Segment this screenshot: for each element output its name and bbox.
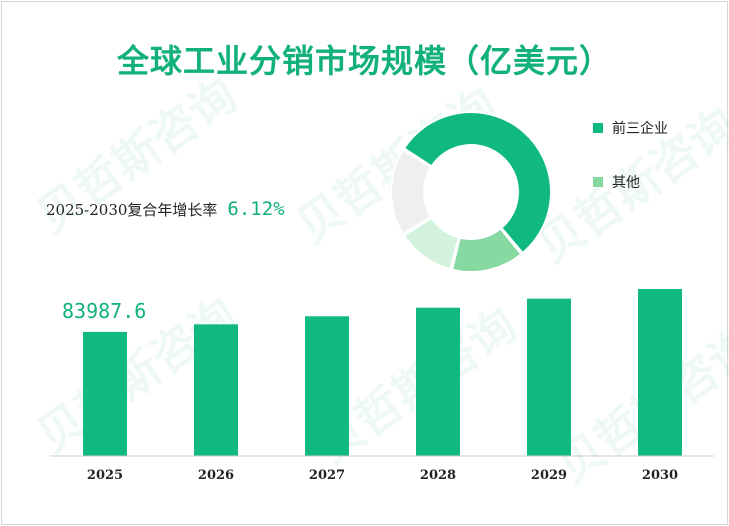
bar-2028	[416, 307, 460, 456]
donut-slice-3	[390, 148, 433, 236]
legend-swatch-top3	[593, 123, 603, 133]
bar-2027	[305, 316, 349, 456]
legend-label-other: 其他	[612, 175, 640, 191]
donut-slice-2	[402, 216, 460, 271]
bar-2026	[194, 324, 238, 456]
cagr-label: 2025-2030复合年增长率	[46, 201, 218, 219]
legend-swatch-other	[593, 177, 603, 187]
legend-item-other: 其他	[593, 172, 640, 192]
x-tick-label: 2027	[309, 468, 345, 483]
x-tick-label: 2030	[642, 468, 678, 483]
x-axis-ticks: 2025 2026 2027 2028 2029 2030	[87, 468, 678, 483]
cagr-text: 2025-2030复合年增长率 6.12%	[46, 198, 285, 220]
donut-slice-0	[402, 111, 552, 255]
bar-data-label: 83987.6	[62, 299, 146, 323]
chart-title: 全球工业分销市场规模（亿美元）	[116, 42, 612, 80]
legend-label-top3: 前三企业	[612, 121, 668, 137]
bar-2025	[83, 331, 127, 456]
x-tick-label: 2029	[531, 468, 567, 483]
cagr-value: 6.12%	[227, 198, 285, 220]
x-tick-label: 2026	[198, 468, 234, 483]
donut-slice-1	[450, 227, 523, 273]
x-tick-label: 2028	[420, 468, 456, 483]
donut-chart	[390, 111, 552, 273]
bar-2029	[527, 298, 571, 456]
bar-2030	[638, 289, 682, 456]
x-tick-label: 2025	[87, 468, 123, 483]
legend-item-top3: 前三企业	[593, 118, 668, 138]
bar-chart: 83987.6	[62, 289, 682, 456]
